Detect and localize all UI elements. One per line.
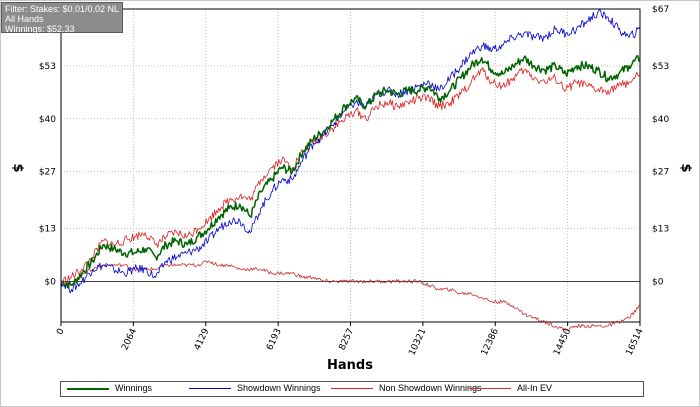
x-tick-label: 12386 xyxy=(480,327,501,357)
y-tick-label-right: $53 xyxy=(652,62,669,72)
legend-label-winnings: Winnings xyxy=(115,383,153,393)
legend-label-allin-ev: All-In EV xyxy=(517,383,553,393)
y-tick-label-left: $0 xyxy=(45,277,57,287)
y-tick-label-right: $0 xyxy=(652,277,664,287)
y-tick-label-right: $27 xyxy=(652,168,669,178)
y-axis-ticks-left: $0$13$27$40$53$67 xyxy=(39,5,56,287)
y-tick-label-left: $40 xyxy=(39,115,56,125)
legend-swatch-winnings xyxy=(67,388,109,390)
x-tick-label: 10321 xyxy=(407,327,428,357)
y-tick-label-right: $67 xyxy=(652,5,669,15)
series-line-allin-ev xyxy=(60,260,641,332)
legend-label-showdown: Showdown Winnings xyxy=(237,383,321,393)
filter-info-box: Filter: Stakes: $0.01/0.02 NL All Hands … xyxy=(1,2,123,34)
series-line-winnings xyxy=(60,55,641,289)
x-tick-label: 4129 xyxy=(193,327,212,352)
y-tick-label-right: $13 xyxy=(652,225,669,235)
y-tick-label-left: $27 xyxy=(39,168,56,178)
filter-hands-text: All Hands xyxy=(5,14,44,24)
y-tick-label-right: $40 xyxy=(652,115,669,125)
x-tick-label: 8257 xyxy=(337,327,356,352)
y-tick-label-left: $53 xyxy=(39,62,56,72)
x-tick-label: 14450 xyxy=(552,327,573,357)
legend-swatch-showdown xyxy=(189,388,231,389)
chart-legend: Winnings Showdown Winnings Non Showdown … xyxy=(60,381,644,397)
y-tick-label-left: $13 xyxy=(39,225,56,235)
legend-swatch-non-showdown xyxy=(331,388,373,389)
x-tick-label: 6193 xyxy=(265,327,284,352)
x-tick-label: 16514 xyxy=(625,327,646,357)
x-axis-title: Hands xyxy=(327,358,373,373)
y-axis-ticks-right: $0 $13 $27 $40 $53 $67 xyxy=(652,5,669,287)
y-axis-title-left: $ xyxy=(10,163,25,172)
filter-stakes-text: Filter: Stakes: $0.01/0.02 NL xyxy=(5,4,120,14)
series-line-showdown xyxy=(60,9,641,294)
legend-label-non-showdown: Non Showdown Winnings xyxy=(379,383,482,393)
x-tick-label: 0 xyxy=(55,327,67,337)
series-lines xyxy=(60,9,641,332)
series-line-non-showdown xyxy=(60,67,641,284)
y-axis-title-right: $ xyxy=(678,163,693,172)
legend-swatch-allin-ev xyxy=(469,388,511,389)
x-tick-label: 2064 xyxy=(120,327,139,352)
filter-winnings-text: Winnings: $52.33 xyxy=(5,24,75,34)
